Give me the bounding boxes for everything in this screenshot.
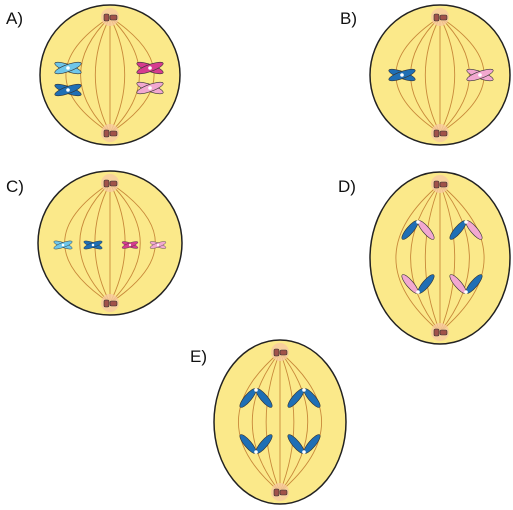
centromere <box>62 244 65 247</box>
centromere <box>148 66 152 70</box>
centromere <box>302 388 306 392</box>
centromere <box>302 450 306 454</box>
centrosome <box>440 330 447 335</box>
centromere <box>416 220 420 224</box>
centromere <box>254 388 258 392</box>
centrosome <box>104 300 109 307</box>
centromere <box>254 450 258 454</box>
centromere <box>400 73 404 77</box>
centrosome <box>440 182 447 187</box>
centromere <box>464 220 468 224</box>
centromere <box>478 73 482 77</box>
centrosome <box>440 15 447 20</box>
option-label: C) <box>6 177 24 196</box>
centrosome <box>110 301 117 306</box>
centrosome <box>280 490 287 495</box>
centrosome <box>434 14 439 21</box>
centromere <box>92 244 95 247</box>
centrosome <box>434 181 439 188</box>
centromere <box>464 290 468 294</box>
centromere <box>129 244 131 246</box>
option-label: E) <box>190 347 207 366</box>
figure: A) B) C) D) E) <box>0 0 513 510</box>
centrosome <box>110 15 117 20</box>
centromere <box>416 290 420 294</box>
centrosome <box>434 130 439 137</box>
option-label: D) <box>338 177 356 196</box>
centrosome <box>274 349 279 356</box>
centrosome <box>110 131 117 136</box>
centromere <box>148 86 152 90</box>
centrosome <box>104 14 109 21</box>
centrosome <box>280 350 287 355</box>
option-label: B) <box>340 9 357 28</box>
option-label: A) <box>6 9 23 28</box>
centromere <box>157 244 159 246</box>
centrosome <box>104 180 109 187</box>
centrosome <box>104 130 109 137</box>
centrosome <box>434 329 439 336</box>
centrosome <box>110 181 117 186</box>
centromere <box>66 66 70 70</box>
centromere <box>66 88 70 92</box>
centrosome <box>440 131 447 136</box>
centrosome <box>274 489 279 496</box>
